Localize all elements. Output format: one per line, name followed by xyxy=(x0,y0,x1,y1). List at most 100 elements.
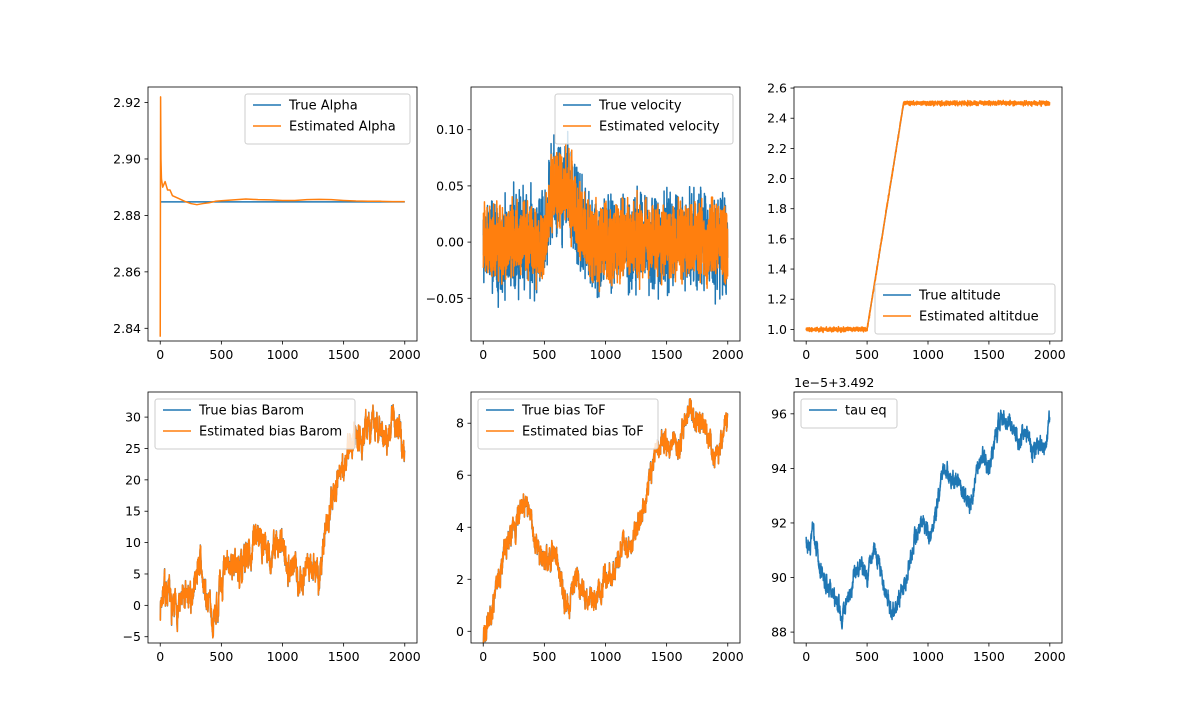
x-tick-label: 1500 xyxy=(973,649,1005,664)
legend-label: True altitude xyxy=(918,289,1001,304)
legend-label: Estimated velocity xyxy=(599,120,720,135)
x-tick-label: 1500 xyxy=(328,649,360,664)
y-tick-label: 0 xyxy=(133,598,141,613)
legend-frame xyxy=(244,93,411,145)
legend: True bias ToF Estimated bias ToF xyxy=(477,398,659,450)
x-tick-label: 0 xyxy=(156,347,164,362)
legend-label: Estimated bias Barom xyxy=(199,425,342,440)
series-group xyxy=(805,99,1051,334)
legend: tau eq xyxy=(800,398,898,429)
y-tick-label: 8 xyxy=(456,416,464,431)
y-tick-label: 88 xyxy=(771,625,787,640)
legend-label: True velocity xyxy=(598,99,682,114)
x-tick-label: 2000 xyxy=(389,347,421,362)
legend-frame xyxy=(554,93,734,145)
y-tick-label: 25 xyxy=(125,441,141,456)
y-tick-label: 2.90 xyxy=(113,151,141,166)
y-tick-label: 2.92 xyxy=(113,95,141,110)
x-tick-label: 500 xyxy=(209,347,233,362)
axis-offset-text: 1e−5+3.492 xyxy=(794,375,874,390)
legend: True altitude Estimated altitdue xyxy=(874,283,1056,335)
legend-label: True Alpha xyxy=(288,99,358,114)
y-tick-label: 5 xyxy=(133,566,141,581)
series-group xyxy=(159,96,405,337)
x-tick-label: 1000 xyxy=(912,649,944,664)
legend-label: Estimated altitdue xyxy=(919,310,1039,325)
y-tick-label: 0.05 xyxy=(436,178,464,193)
y-tick-label: 0.00 xyxy=(436,235,464,250)
legend: True Alpha Estimated Alpha xyxy=(244,93,411,145)
legend-frame xyxy=(800,398,898,429)
y-tick-label: −5 xyxy=(123,629,141,644)
legend-label: True bias ToF xyxy=(521,404,606,419)
series-group xyxy=(482,130,729,308)
legend-label: Estimated bias ToF xyxy=(522,425,644,440)
series-line-bias_barom-1 xyxy=(159,404,406,639)
y-tick-label: 0.10 xyxy=(436,122,464,137)
series-line-tau_eq-0 xyxy=(805,409,1051,630)
x-tick-label: 0 xyxy=(479,347,487,362)
x-tick-label: 1000 xyxy=(912,347,944,362)
y-tick-label: 2.4 xyxy=(767,111,787,126)
x-tick-label: 2000 xyxy=(712,649,744,664)
y-tick-label: 15 xyxy=(125,504,141,519)
y-tick-label: 1.8 xyxy=(767,201,787,216)
y-tick-label: 1.6 xyxy=(767,231,787,246)
x-tick-label: 1000 xyxy=(267,347,299,362)
x-tick-label: 2000 xyxy=(1034,347,1066,362)
legend-frame xyxy=(874,283,1056,335)
x-tick-label: 1500 xyxy=(651,347,683,362)
x-tick-label: 1500 xyxy=(328,347,360,362)
y-tick-label: 2.84 xyxy=(113,321,141,336)
x-tick-label: 1500 xyxy=(651,649,683,664)
y-tick-label: 90 xyxy=(771,570,787,585)
series-group xyxy=(482,397,729,643)
y-tick-label: 2 xyxy=(456,572,464,587)
series-line-velocity-1 xyxy=(482,143,729,293)
legend-frame xyxy=(154,398,356,450)
x-tick-label: 1000 xyxy=(590,649,622,664)
y-tick-label: 30 xyxy=(125,410,141,425)
series-line-altitude-1 xyxy=(805,99,1051,334)
x-tick-label: 1000 xyxy=(267,649,299,664)
series-line-alpha-1 xyxy=(159,96,405,337)
y-tick-label: 2.6 xyxy=(767,81,787,96)
y-tick-label: 10 xyxy=(125,535,141,550)
subplot-tau_eq: 0 500 1000 1500 2000 88 90 92 94 96 1e−5+3.492 tau … xyxy=(771,375,1066,664)
legend: True bias Barom Estimated bias Barom xyxy=(154,398,356,450)
x-tick-label: 500 xyxy=(209,649,233,664)
x-tick-label: 0 xyxy=(156,649,164,664)
y-tick-label: 2.2 xyxy=(767,141,787,156)
x-tick-label: 500 xyxy=(855,649,879,664)
subplot-altitude: 0 500 1000 1500 2000 1.0 1.2 1.4 1.6 1.8 2.0 2.2 2.4… xyxy=(767,81,1066,362)
series-group xyxy=(159,403,406,639)
y-tick-label: 92 xyxy=(771,515,787,530)
y-tick-label: 0 xyxy=(456,624,464,639)
y-tick-label: 4 xyxy=(456,520,464,535)
x-tick-label: 2000 xyxy=(712,347,744,362)
x-tick-label: 2000 xyxy=(1034,649,1066,664)
series-line-bias_tof-1 xyxy=(482,397,729,643)
x-tick-label: 0 xyxy=(479,649,487,664)
y-tick-label: 2.88 xyxy=(113,208,141,223)
x-tick-label: 500 xyxy=(532,347,556,362)
x-tick-label: 2000 xyxy=(389,649,421,664)
x-tick-label: 500 xyxy=(855,347,879,362)
x-tick-label: 1500 xyxy=(973,347,1005,362)
y-tick-label: 2.86 xyxy=(113,264,141,279)
y-tick-label: 2.0 xyxy=(767,171,787,186)
legend-label: Estimated Alpha xyxy=(289,120,396,135)
legend-label: True bias Barom xyxy=(198,404,304,419)
y-tick-label: 20 xyxy=(125,472,141,487)
y-tick-label: 6 xyxy=(456,468,464,483)
legend: True velocity Estimated velocity xyxy=(554,93,734,145)
series-group xyxy=(805,409,1051,630)
y-tick-label: 94 xyxy=(771,461,787,476)
y-tick-label: 1.0 xyxy=(767,322,787,337)
x-tick-label: 0 xyxy=(802,649,810,664)
subplot-bias_barom: 0 500 1000 1500 2000 −5 0 5 10 15 20 25 30 True bias … xyxy=(123,391,421,664)
subplot-alpha: 0 500 1000 1500 2000 2.84 2.86 2.88 2.90 2.92 True… xyxy=(113,86,421,362)
subplot-velocity: 0 500 1000 1500 2000 −0.05 0.00 0.05 0.10 True ve… xyxy=(426,86,744,362)
subplot-bias_tof: 0 500 1000 1500 2000 0 2 4 6 8 True bias ToF Estima… xyxy=(456,391,744,664)
